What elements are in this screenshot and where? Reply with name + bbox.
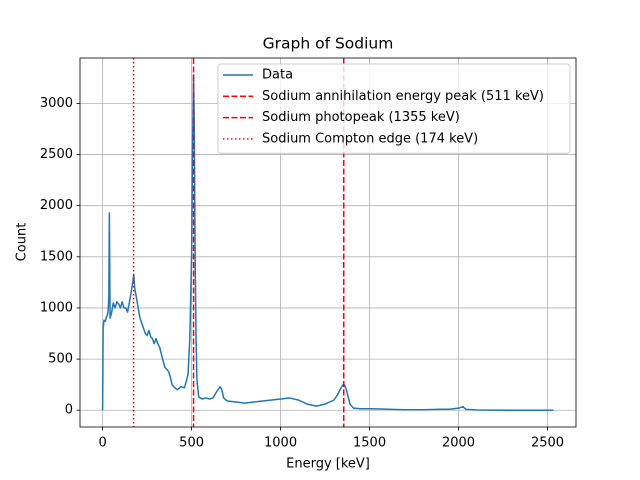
y-tick-label: 2500 bbox=[40, 147, 73, 162]
x-axis-label: Energy [keV] bbox=[286, 457, 370, 472]
legend-label: Sodium photopeak (1355 keV) bbox=[262, 110, 460, 125]
y-tick-label: 500 bbox=[48, 352, 73, 367]
x-tick-label: 1500 bbox=[353, 436, 386, 451]
x-tick-label: 2500 bbox=[531, 436, 564, 451]
data-line bbox=[101, 74, 554, 411]
x-tick-label: 0 bbox=[98, 436, 106, 451]
legend-label: Data bbox=[262, 68, 293, 83]
chart-title: Graph of Sodium bbox=[263, 35, 394, 53]
legend: Data Sodium annihilation energy peak (511… bbox=[217, 63, 571, 154]
plot-frame bbox=[79, 57, 577, 428]
x-tick-label: 2000 bbox=[442, 436, 475, 451]
y-tick-label: 0 bbox=[65, 403, 73, 418]
x-tick-label: 1000 bbox=[264, 436, 297, 451]
legend-label: Sodium annihilation energy peak (511 keV… bbox=[262, 89, 544, 104]
y-axis-label: Count bbox=[15, 223, 30, 262]
y-tick-label: 1500 bbox=[40, 249, 73, 264]
y-tick-label: 3000 bbox=[40, 96, 73, 111]
legend-box bbox=[217, 63, 571, 154]
y-tick-label: 2000 bbox=[40, 198, 73, 213]
x-tick-label: 500 bbox=[179, 436, 204, 451]
y-tick-label: 1000 bbox=[40, 300, 73, 315]
legend-label: Sodium Compton edge (174 keV) bbox=[262, 131, 478, 146]
